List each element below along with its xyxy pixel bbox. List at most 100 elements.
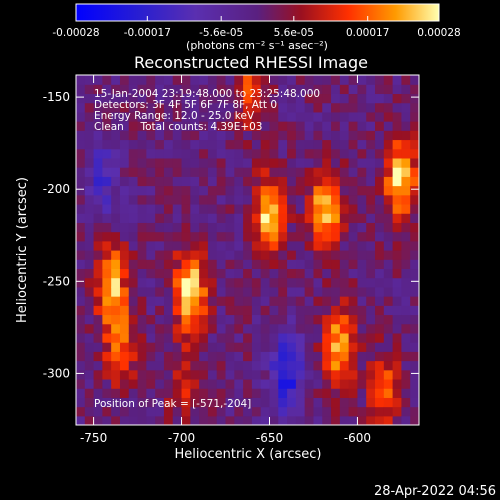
heatmap-cell	[251, 194, 262, 205]
heatmap-cell	[137, 268, 147, 279]
heatmap-cell	[111, 296, 121, 306]
heatmap-cell	[322, 277, 332, 288]
heatmap-cell	[304, 75, 315, 85]
heatmap-cell	[234, 250, 244, 260]
heatmap-cell	[251, 121, 262, 131]
heatmap-cell	[383, 305, 394, 316]
heatmap-cell	[76, 213, 86, 223]
heatmap-cell	[392, 277, 403, 288]
heatmap-cell	[128, 93, 139, 104]
heatmap-cell	[375, 130, 385, 141]
heatmap-cell	[190, 240, 200, 251]
heatmap-cell	[278, 75, 288, 85]
heatmap-cell	[339, 397, 350, 408]
heatmap-cell	[243, 157, 253, 168]
heatmap-cell	[234, 268, 244, 279]
heatmap-cell	[392, 378, 403, 389]
heatmap-cell	[287, 222, 297, 233]
heatmap-cell	[234, 75, 244, 85]
heatmap-cell	[181, 185, 191, 196]
annotation-clean: Clean Total counts: 4.39E+03	[94, 121, 263, 133]
heatmap-cell	[155, 369, 165, 380]
heatmap-cell	[383, 388, 394, 398]
heatmap-cell	[375, 397, 385, 408]
heatmap-cell	[102, 167, 112, 177]
heatmap-cell	[260, 415, 271, 425]
heatmap-cell	[313, 203, 323, 214]
heatmap-cell	[295, 277, 306, 288]
heatmap-cell	[234, 351, 244, 362]
heatmap-cell	[76, 102, 86, 113]
heatmap-cell	[383, 231, 394, 242]
heatmap-cell	[181, 121, 191, 131]
heatmap-cell	[304, 342, 315, 352]
heatmap-cell	[146, 139, 156, 150]
heatmap-cell	[313, 231, 323, 242]
heatmap-cell	[295, 397, 306, 408]
heatmap-cell	[375, 176, 385, 187]
heatmap-cell	[146, 388, 156, 398]
heatmap-cell	[366, 314, 376, 325]
heatmap-cell	[269, 194, 279, 205]
heatmap-cell	[172, 167, 183, 177]
heatmap-cell	[216, 351, 227, 362]
heatmap-cell	[155, 121, 165, 131]
heatmap-cell	[260, 139, 271, 150]
heatmap-cell	[278, 351, 288, 362]
heatmap-cell	[225, 406, 235, 417]
heatmap-cell	[146, 194, 156, 205]
heatmap-cell	[207, 286, 218, 297]
heatmap-cell	[128, 332, 139, 343]
heatmap-cell	[163, 203, 174, 214]
heatmap-cell	[410, 305, 419, 316]
heatmap-cell	[76, 415, 86, 425]
heatmap-cell	[163, 130, 174, 141]
heatmap-cell	[357, 286, 367, 297]
heatmap-cell	[410, 415, 419, 425]
heatmap-cell	[102, 148, 112, 159]
heatmap-cell	[190, 286, 200, 297]
colorbar-tick-label: 0.00028	[417, 27, 460, 39]
heatmap-cell	[348, 406, 359, 417]
heatmap-cell	[392, 167, 403, 177]
heatmap-cell	[392, 268, 403, 279]
heatmap-cell	[410, 231, 419, 242]
heatmap-cell	[199, 231, 209, 242]
heatmap-cell	[410, 176, 419, 187]
heatmap-cell	[348, 360, 359, 371]
heatmap-cell	[155, 351, 165, 362]
heatmap-cell	[146, 93, 156, 104]
heatmap-cell	[348, 305, 359, 316]
heatmap-cell	[216, 121, 227, 131]
heatmap-cell	[172, 406, 183, 417]
heatmap-cell	[216, 296, 227, 306]
heatmap-cell	[331, 314, 341, 325]
heatmap-cell	[260, 259, 271, 270]
heatmap-cell	[111, 148, 121, 159]
heatmap-cell	[339, 323, 350, 334]
heatmap-cell	[366, 250, 376, 260]
heatmap-cell	[172, 176, 183, 187]
heatmap-cell	[366, 342, 376, 352]
heatmap-cell	[84, 102, 95, 113]
heatmap-cell	[260, 231, 271, 242]
heatmap-cell	[234, 369, 244, 380]
heatmap-cell	[251, 130, 262, 141]
heatmap-cell	[181, 231, 191, 242]
heatmap-cell	[225, 102, 235, 113]
heatmap-cell	[119, 259, 130, 270]
heatmap-cell	[102, 93, 112, 104]
heatmap-cell	[287, 286, 297, 297]
heatmap-cell	[216, 240, 227, 251]
heatmap-cell	[243, 314, 253, 325]
heatmap-cell	[331, 397, 341, 408]
heatmap-cell	[357, 342, 367, 352]
heatmap-cell	[366, 286, 376, 297]
heatmap-cell	[287, 305, 297, 316]
heatmap-cell	[102, 397, 112, 408]
heatmap-cell	[137, 240, 147, 251]
heatmap-cell	[322, 194, 332, 205]
heatmap-cell	[199, 213, 209, 223]
heatmap-cell	[137, 84, 147, 95]
heatmap-cell	[375, 157, 385, 168]
